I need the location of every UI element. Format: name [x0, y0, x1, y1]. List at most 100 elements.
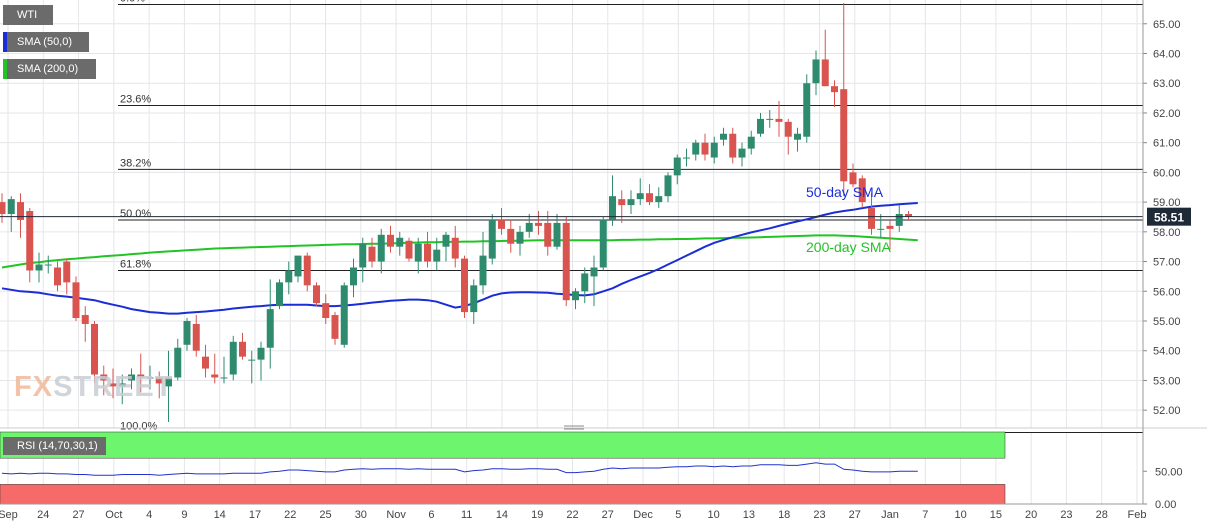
candle-body: [146, 377, 154, 379]
candle-body: [433, 249, 441, 262]
candle: [276, 279, 283, 310]
candle-body: [294, 255, 302, 277]
candle-body: [118, 383, 126, 387]
candle-body: [424, 243, 431, 262]
candle-body: [331, 315, 339, 339]
candle: [683, 148, 690, 167]
candle-body: [729, 133, 737, 158]
y-tick-label: 60.00: [1153, 167, 1181, 179]
candle: [655, 187, 663, 209]
sma50-line: [1, 202, 918, 315]
candle: [738, 142, 746, 167]
candle-body: [7, 199, 15, 214]
candle: [498, 208, 505, 235]
candle: [239, 332, 246, 360]
y-tick-label: 55.00: [1153, 316, 1181, 328]
candle-body: [590, 267, 598, 277]
candle: [544, 211, 552, 256]
candle: [183, 318, 191, 351]
x-tick-label: 14: [496, 509, 508, 521]
candle-body: [285, 270, 293, 283]
legend-sma50[interactable]: SMA (50,0): [3, 32, 89, 52]
candle: [313, 282, 320, 307]
candle-body: [322, 303, 330, 319]
candle-body: [738, 148, 746, 158]
candle-body: [276, 282, 283, 307]
candle: [581, 267, 589, 304]
candle-body: [498, 219, 505, 229]
candle-body: [646, 193, 653, 203]
candle: [442, 231, 450, 262]
rsi-tick-label: 50.00: [1155, 466, 1183, 478]
candle: [553, 214, 561, 250]
x-tick-label: 6: [428, 509, 434, 521]
candle: [26, 208, 34, 283]
candle: [0, 193, 6, 223]
y-tick-label: 63.00: [1153, 78, 1181, 90]
fib-label: 23.6%: [120, 94, 151, 106]
candle-body: [627, 199, 635, 206]
candle: [905, 211, 912, 220]
x-tick-label: Oct: [105, 509, 122, 521]
candle: [451, 225, 459, 268]
candle-body: [17, 202, 24, 220]
candle: [812, 50, 820, 96]
x-tick-label: 18: [778, 509, 790, 521]
y-tick-label: 53.00: [1153, 375, 1181, 387]
x-tick-label: 25: [319, 509, 331, 521]
candle-body: [266, 309, 274, 348]
candle-body: [54, 267, 61, 286]
candle-body: [257, 347, 265, 360]
candle: [729, 127, 737, 164]
x-tick-label: 28: [1096, 509, 1108, 521]
sma-annotation: 50-day SMA: [806, 184, 884, 200]
candle-body: [359, 243, 367, 268]
candle-body: [44, 264, 52, 266]
y-tick-label: 64.00: [1153, 49, 1181, 61]
candle: [562, 216, 570, 307]
legend-wti[interactable]: WTI: [3, 5, 53, 25]
candle: [784, 118, 792, 155]
candle-body: [794, 133, 801, 140]
candle: [322, 294, 330, 324]
candle-body: [387, 234, 394, 247]
x-tick-label: 10: [708, 509, 720, 521]
candle-body: [202, 356, 209, 369]
candle: [192, 315, 200, 357]
candle: [757, 112, 764, 137]
candle: [673, 154, 681, 185]
x-tick-label: 15: [990, 509, 1002, 521]
rsi-overbought-zone: [0, 431, 1006, 459]
candle: [516, 225, 524, 256]
candle-body: [562, 222, 570, 301]
candle: [118, 374, 126, 405]
candle: [877, 214, 885, 238]
candle: [266, 279, 274, 369]
candle-body: [525, 222, 533, 232]
legend-rsi[interactable]: RSI (14,70,30,1): [3, 437, 106, 455]
candle-body: [831, 86, 838, 93]
candle: [137, 353, 145, 393]
candle: [257, 341, 265, 381]
x-tick-label: 30: [355, 509, 367, 521]
candle-body: [553, 222, 561, 247]
candle-body: [451, 237, 459, 259]
x-tick-label: 22: [284, 509, 296, 521]
candle-body: [516, 231, 524, 244]
candle-body: [664, 175, 672, 197]
candle-body: [368, 246, 376, 262]
x-tick-label: 27: [602, 509, 614, 521]
candle: [63, 258, 71, 295]
y-tick-label: 59.00: [1153, 197, 1181, 209]
candle: [701, 133, 709, 161]
candle-body: [618, 199, 626, 206]
candle-body: [535, 222, 542, 226]
candle: [636, 178, 644, 206]
x-tick-label: 14: [214, 509, 226, 521]
x-tick-label: 23: [813, 509, 825, 521]
x-tick-label: 27: [72, 509, 84, 521]
legend-sma200[interactable]: SMA (200,0): [3, 59, 96, 79]
x-tick-label: 22: [566, 509, 578, 521]
candle-body: [91, 323, 98, 375]
